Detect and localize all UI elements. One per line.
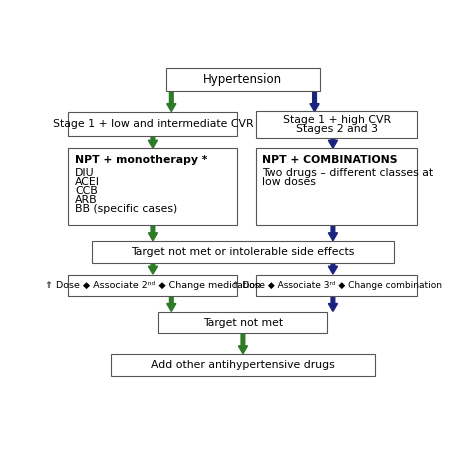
Text: NPT + monotherapy *: NPT + monotherapy * — [75, 155, 208, 165]
Bar — [256, 110, 418, 137]
FancyArrow shape — [328, 296, 337, 311]
Text: Stages 2 and 3: Stages 2 and 3 — [296, 123, 378, 134]
FancyArrow shape — [310, 91, 319, 111]
Bar — [68, 275, 237, 296]
FancyArrow shape — [148, 263, 157, 274]
Text: Two drugs – different classes at: Two drugs – different classes at — [263, 168, 434, 178]
Bar — [68, 112, 237, 136]
Text: Target not met or intolerable side effects: Target not met or intolerable side effec… — [131, 247, 355, 257]
Text: Target not met: Target not met — [203, 317, 283, 328]
FancyArrow shape — [167, 91, 176, 111]
Text: ⇑ Dose ◆ Associate 2ⁿᵈ ◆ Change medication: ⇑ Dose ◆ Associate 2ⁿᵈ ◆ Change medicati… — [45, 281, 261, 290]
FancyArrow shape — [167, 296, 176, 311]
Text: Add other antihypertensive drugs: Add other antihypertensive drugs — [151, 360, 335, 370]
FancyArrow shape — [148, 225, 157, 241]
Text: Hypertension: Hypertension — [203, 73, 283, 86]
FancyArrow shape — [148, 136, 157, 148]
Bar — [110, 355, 375, 376]
Text: ACEI: ACEI — [75, 178, 100, 187]
FancyArrow shape — [328, 225, 337, 241]
Text: Stage 1 + high CVR: Stage 1 + high CVR — [283, 115, 391, 124]
Text: DIU: DIU — [75, 168, 95, 178]
Text: low doses: low doses — [263, 178, 316, 187]
FancyArrow shape — [328, 136, 337, 148]
Bar — [166, 68, 320, 91]
Text: Stage 1 + low and intermediate CVR: Stage 1 + low and intermediate CVR — [53, 119, 253, 129]
FancyArrow shape — [238, 333, 247, 354]
Bar — [256, 148, 418, 226]
Text: NPT + COMBINATIONS: NPT + COMBINATIONS — [263, 155, 398, 165]
Bar — [256, 275, 418, 296]
Text: CCB: CCB — [75, 186, 98, 197]
FancyArrow shape — [328, 263, 337, 274]
Bar — [158, 312, 328, 333]
Bar — [92, 241, 393, 263]
Text: ARB: ARB — [75, 195, 98, 206]
Bar — [68, 148, 237, 226]
Text: ⇑ Dose ◆ Associate 3ʳᵈ ◆ Change combination: ⇑ Dose ◆ Associate 3ʳᵈ ◆ Change combinat… — [232, 281, 442, 290]
Text: BB (specific cases): BB (specific cases) — [75, 205, 177, 214]
